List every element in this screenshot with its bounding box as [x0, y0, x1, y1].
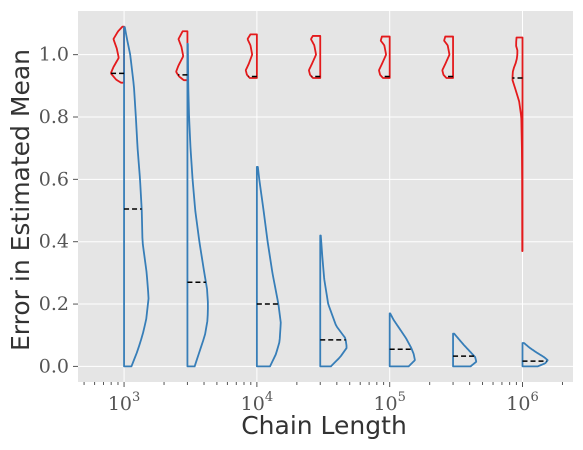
x-tick-base: 10 [241, 393, 265, 415]
violin-right-300000 [452, 332, 478, 368]
violin-right-30000 [319, 234, 348, 368]
x-tick-exponent: 5 [398, 390, 406, 405]
x-tick-base: 10 [108, 393, 132, 415]
x-tick-labels: 103 104 105 106 [108, 390, 539, 415]
y-tick-label: 0.0 [39, 355, 69, 377]
violin-right-3000 [186, 42, 209, 368]
x-tick-label: 106 [506, 390, 538, 415]
y-tick-label: 1.0 [39, 44, 69, 66]
x-axis-label: Chain Length [241, 411, 407, 440]
axis-ticks [73, 54, 563, 387]
violin-right-1000 [123, 26, 150, 368]
violin-left-30000 [308, 35, 322, 79]
violin-left-300000 [441, 35, 454, 79]
x-tick-base: 10 [506, 393, 530, 415]
x-tick-exponent: 3 [132, 390, 140, 405]
violin-right-1000000 [521, 342, 549, 368]
violin-layer [110, 25, 549, 368]
y-tick-label: 0.8 [39, 106, 69, 128]
x-tick-label: 103 [108, 390, 140, 415]
violin-left-3000 [175, 30, 189, 82]
x-tick-exponent: 6 [530, 390, 538, 405]
x-tick-label: 104 [241, 390, 273, 415]
plot-area [78, 11, 573, 382]
x-tick-exponent: 4 [265, 390, 273, 405]
x-tick-base: 10 [373, 393, 397, 415]
violin-left-1000000 [511, 36, 524, 252]
y-axis-label: Error in Estimated Mean [6, 49, 35, 351]
violin-right-100000 [388, 312, 416, 368]
violin-left-10000 [244, 33, 258, 79]
violin-right-10000 [255, 165, 282, 368]
y-tick-label: 0.2 [39, 293, 69, 315]
violin-left-100000 [378, 35, 391, 79]
x-tick-label: 105 [373, 390, 405, 415]
y-tick-label: 0.6 [39, 168, 69, 190]
median-layer [110, 72, 547, 362]
y-tick-label: 0.4 [39, 231, 69, 253]
y-tick-labels: 0.0 0.2 0.4 0.6 0.8 1.0 [39, 44, 69, 378]
